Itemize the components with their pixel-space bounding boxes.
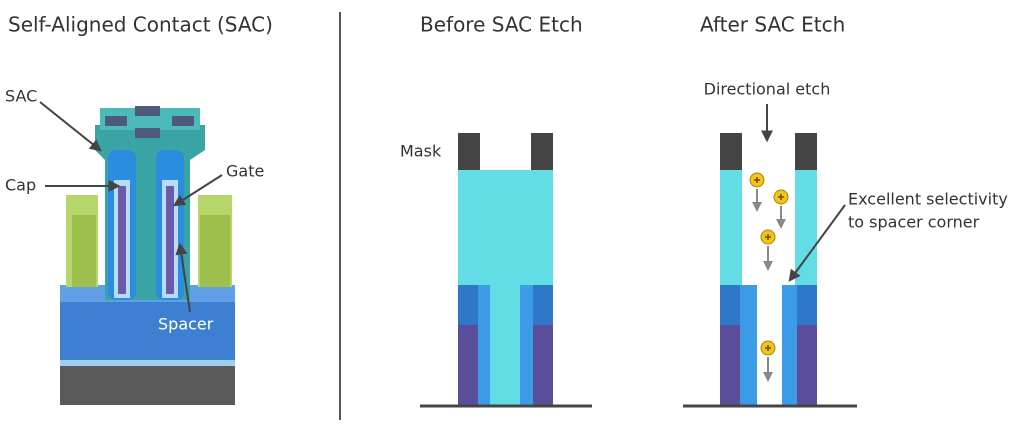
label: SAC [5,87,37,106]
panel-title: Before SAC Etch [420,13,583,37]
label: Cap [5,176,36,195]
ions [749,172,789,382]
label: Gate [226,162,264,181]
label: Mask [400,142,442,161]
label: Excellent selectivity [848,190,1008,209]
label: Spacer [158,315,214,334]
sac-structure [60,106,235,405]
after-etch-stack [683,133,857,408]
before-etch-stack [420,133,592,408]
panel-title: After SAC Etch [700,13,845,37]
label: Directional etch [704,80,831,99]
label: to spacer corner [848,213,980,232]
panel-title: Self-Aligned Contact (SAC) [8,13,273,37]
